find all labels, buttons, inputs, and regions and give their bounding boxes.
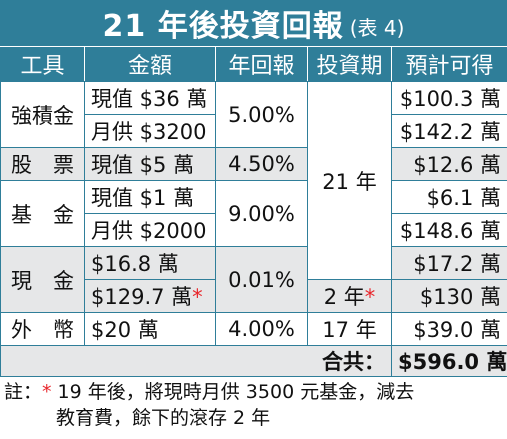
- return-cell: 5.00%: [215, 81, 308, 148]
- result-cell: $39.0 萬: [391, 312, 507, 346]
- footnote-text-1: 19 年後，將現時月供 3500 元基金，減去: [51, 381, 415, 403]
- period-cell: 21 年: [307, 81, 392, 280]
- result-cell: $17.2 萬: [391, 246, 507, 280]
- footnote-line-2: 教育費，餘下的滾存 2 年: [56, 407, 271, 429]
- tool-funds: 基 金: [0, 180, 85, 247]
- total-row: 合共： $596.0 萬: [0, 345, 507, 377]
- title-main: 21 年後投資回報: [102, 9, 344, 44]
- result-cell: $12.6 萬: [391, 147, 507, 181]
- return-cell: 4.00%: [215, 312, 308, 346]
- amount-text: $129.7 萬: [91, 285, 193, 309]
- table-row: 強積金 現值 $36 萬 5.00% 21 年 $100.3 萬: [0, 81, 507, 280]
- header-amount: 金額: [84, 46, 216, 82]
- table-title: 21 年後投資回報 (表 4): [0, 0, 507, 46]
- footnote-asterisk: *: [42, 381, 52, 403]
- table-header-row: 工具 金額 年回報 投資期 預計可得: [0, 46, 507, 82]
- period-text: 2 年: [323, 285, 365, 309]
- table-row: 股 票 現值 $5 萬 4.50% $12.6 萬: [0, 147, 507, 181]
- return-cell: 0.01%: [215, 246, 308, 313]
- return-cell: 4.50%: [215, 147, 308, 181]
- tool-stocks: 股 票: [0, 147, 85, 181]
- table-row: 基 金 現值 $1 萬 9.00% $6.1 萬: [0, 180, 507, 247]
- amount-cell: 現值 $1 萬: [84, 180, 216, 214]
- header-tool: 工具: [0, 46, 85, 82]
- total-value: $596.0 萬: [391, 345, 507, 377]
- return-cell: 9.00%: [215, 180, 308, 247]
- tool-mpf: 強積金: [0, 81, 85, 148]
- asterisk-mark: *: [192, 285, 203, 309]
- footnote-line-1: 註：* 19 年後，將現時月供 3500 元基金，減去: [4, 379, 504, 405]
- tool-cash: 現 金: [0, 246, 85, 313]
- result-cell: $130 萬: [391, 279, 507, 313]
- returns-table: 工具 金額 年回報 投資期 預計可得 強積金 現值 $36 萬 5.00% 21…: [0, 46, 507, 377]
- result-cell: $148.6 萬: [391, 213, 507, 247]
- amount-cell: 月供 $3200: [84, 114, 216, 148]
- period-cell: 2 年*: [307, 279, 392, 313]
- table-row: 外 幣 $20 萬 4.00% 17 年 $39.0 萬: [0, 312, 507, 346]
- header-period: 投資期: [307, 46, 392, 82]
- amount-cell: $16.8 萬: [84, 246, 216, 280]
- result-cell: $142.2 萬: [391, 114, 507, 148]
- footnote: 註：* 19 年後，將現時月供 3500 元基金，減去 教育費，餘下的滾存 2 …: [4, 379, 504, 431]
- amount-cell: 現值 $5 萬: [84, 147, 216, 181]
- footnote-label: 註：: [4, 381, 43, 403]
- title-subtitle: (表 4): [349, 15, 405, 40]
- header-expected: 預計可得: [391, 46, 507, 82]
- table-row: 現 金 $16.8 萬 0.01% $17.2 萬: [0, 246, 507, 313]
- result-cell: $100.3 萬: [391, 81, 507, 115]
- period-cell: 17 年: [307, 312, 392, 346]
- asterisk-mark: *: [364, 285, 376, 309]
- amount-cell: 月供 $2000: [84, 213, 216, 247]
- amount-cell: $20 萬: [84, 312, 216, 346]
- amount-cell: $129.7 萬*: [84, 279, 216, 313]
- tool-foreign-currency: 外 幣: [0, 312, 85, 346]
- total-label: 合共：: [0, 345, 392, 377]
- table-row: 月供 $3200 $142.2 萬: [1, 114, 507, 148]
- amount-cell: 現值 $36 萬: [84, 81, 216, 115]
- result-cell: $6.1 萬: [391, 180, 507, 214]
- header-annual-return: 年回報: [215, 46, 308, 82]
